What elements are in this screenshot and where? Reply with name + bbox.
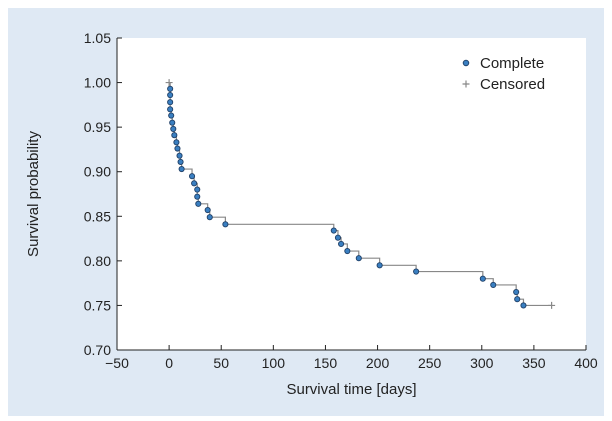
event-marker-2 (167, 99, 174, 106)
legend-complete-marker (462, 59, 470, 67)
y-tick-label-1: 0.75 (84, 297, 111, 313)
event-marker-6 (170, 125, 177, 132)
x-tick-label-3: 100 (262, 355, 286, 371)
censor-markers (165, 79, 556, 309)
event-marker-1 (167, 92, 174, 99)
event-marker-23 (338, 240, 345, 247)
step-line (169, 81, 552, 307)
event-marker-32 (520, 302, 527, 309)
event-marker-3 (167, 106, 174, 113)
event-marker-20 (222, 221, 229, 228)
legend-plus-glyph (462, 80, 470, 88)
y-tick-label-4: 0.90 (84, 164, 111, 180)
event-marker-11 (177, 158, 184, 165)
x-tick-label-6: 250 (418, 355, 442, 371)
event-marker-24 (344, 248, 351, 255)
x-tick-label-9: 400 (574, 355, 598, 371)
y-tick-label-3: 0.85 (84, 208, 111, 224)
event-marker-8 (173, 139, 180, 146)
event-markers (167, 85, 527, 309)
event-marker-14 (191, 180, 198, 187)
plot-area (117, 38, 586, 350)
y-tick-label-6: 1.00 (84, 75, 111, 91)
legend: Complete Censored (462, 55, 545, 93)
censor-marker-0 (165, 79, 173, 87)
survival-chart: −50 0 50 100 150 200 250 300 350 400 0.70 0.75 0.80… (25, 30, 598, 398)
event-marker-10 (176, 152, 183, 159)
event-marker-15 (194, 186, 201, 193)
event-marker-4 (168, 112, 175, 119)
axes (116, 38, 586, 351)
event-marker-16 (194, 193, 201, 200)
y-tick-label-5: 0.95 (84, 119, 111, 135)
event-marker-13 (188, 173, 196, 180)
y-ticks: 0.70 0.75 0.80 0.85 0.90 0.95 1.00 1.05 (84, 30, 122, 358)
legend-complete-label: Complete (480, 55, 544, 72)
x-tick-label-4: 150 (314, 355, 338, 371)
event-marker-0 (167, 85, 174, 92)
event-marker-22 (334, 234, 342, 241)
x-ticks: −50 0 50 100 150 200 250 300 350 400 (105, 345, 598, 371)
event-marker-31 (514, 296, 521, 303)
event-marker-7 (171, 132, 178, 139)
y-axis-label: Survival probability (25, 131, 42, 257)
event-marker-27 (413, 268, 420, 275)
event-marker-9 (174, 145, 181, 152)
event-marker-29 (490, 281, 497, 288)
event-marker-28 (479, 275, 486, 282)
x-tick-label-2: 50 (213, 355, 229, 371)
event-marker-21 (330, 227, 337, 234)
event-marker-26 (376, 262, 383, 269)
x-axis-label: Survival time [days] (286, 381, 416, 398)
y-tick-label-7: 1.05 (84, 30, 111, 46)
y-tick-label-2: 0.80 (84, 253, 111, 269)
legend-censored-label: Censored (480, 76, 545, 93)
x-tick-label-5: 200 (366, 355, 390, 371)
legend-censored-marker (462, 80, 470, 88)
x-tick-label-7: 300 (470, 355, 494, 371)
x-tick-label-0: −50 (105, 355, 129, 371)
step-curve (169, 81, 552, 307)
x-tick-label-1: 0 (165, 355, 173, 371)
event-marker-12 (178, 165, 185, 173)
event-marker-30 (513, 289, 520, 296)
y-tick-label-0: 0.70 (84, 342, 111, 358)
chart-figure: −50 0 50 100 150 200 250 300 350 400 0.70 0.75 0.80… (8, 8, 604, 416)
event-marker-17 (195, 200, 202, 207)
event-marker-5 (169, 119, 176, 126)
censor-marker-1 (548, 301, 556, 309)
event-marker-19 (206, 214, 213, 221)
event-marker-18 (204, 206, 211, 214)
event-marker-25 (355, 255, 362, 262)
x-tick-label-8: 350 (522, 355, 546, 371)
